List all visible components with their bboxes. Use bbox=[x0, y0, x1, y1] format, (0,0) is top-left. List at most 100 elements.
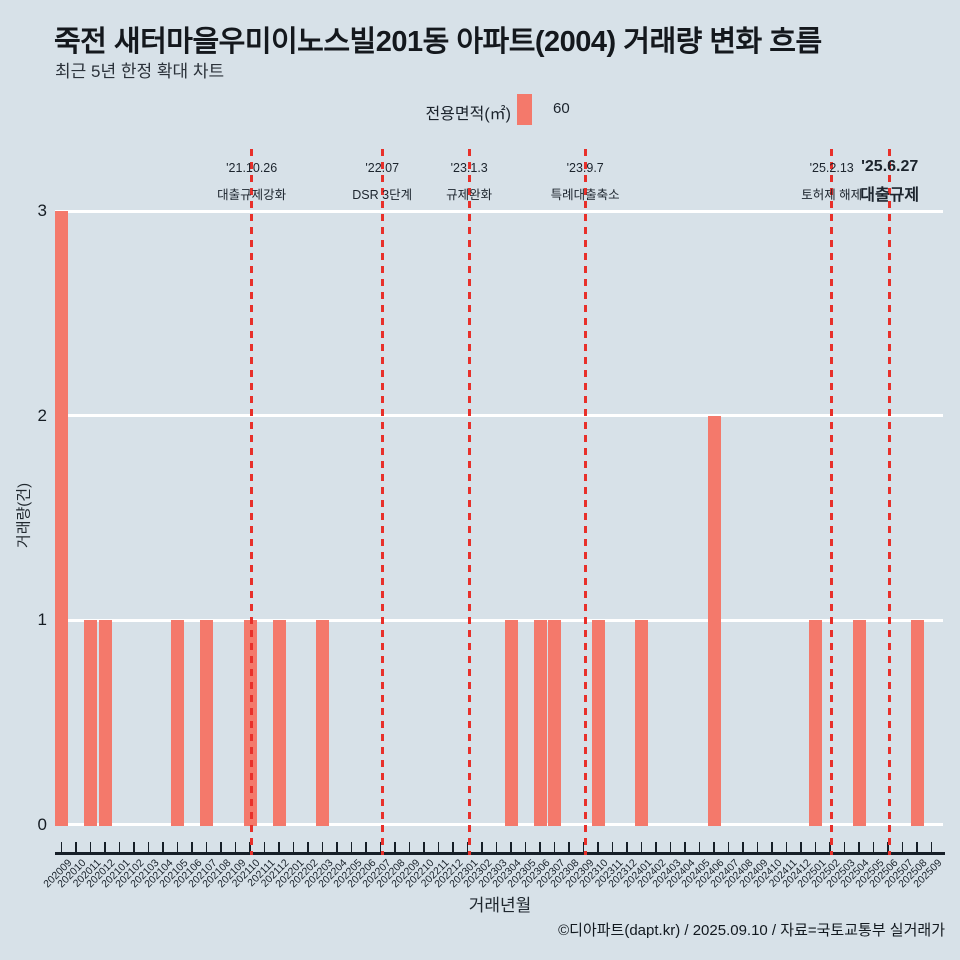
x-tick-202201 bbox=[292, 842, 295, 853]
x-tick-202509 bbox=[930, 842, 933, 853]
x-tick-202303 bbox=[495, 842, 498, 853]
x-tick-202011 bbox=[89, 842, 92, 853]
x-tick-202308 bbox=[568, 842, 570, 853]
x-tick-202108 bbox=[220, 842, 222, 853]
x-tick-202204 bbox=[336, 842, 338, 853]
y-tick-label-1: 1 bbox=[37, 610, 47, 630]
x-tick-202504 bbox=[858, 842, 860, 853]
x-tick-202501 bbox=[814, 842, 817, 853]
x-tick-202012 bbox=[104, 842, 106, 853]
x-tick-202210 bbox=[423, 842, 425, 853]
x-tick-202312 bbox=[626, 842, 628, 853]
bar-202306 bbox=[533, 620, 547, 826]
x-tick-202209 bbox=[408, 842, 411, 853]
x-tick-202205 bbox=[350, 842, 353, 853]
event-label-202506: 대출규제 bbox=[860, 187, 920, 204]
y-tick-label-2: 2 bbox=[37, 405, 47, 425]
x-tick-202104 bbox=[162, 842, 164, 853]
event-label-202502: 토허제 해제 bbox=[801, 188, 863, 202]
x-tick-202202 bbox=[307, 842, 309, 853]
x-tick-202111 bbox=[263, 842, 266, 853]
bar-202501 bbox=[809, 620, 823, 826]
bar-202012 bbox=[98, 620, 112, 826]
x-tick-202311 bbox=[611, 842, 614, 853]
x-tick-202109 bbox=[234, 842, 237, 853]
bar-202009 bbox=[55, 211, 69, 826]
x-tick-202403 bbox=[669, 842, 672, 853]
x-tick-202505 bbox=[872, 842, 875, 853]
event-label-202207: DSR 3단계 bbox=[352, 188, 413, 202]
x-tick-202407 bbox=[727, 842, 730, 853]
x-tick-202212 bbox=[452, 842, 454, 853]
x-tick-202211 bbox=[437, 842, 440, 853]
x-tick-202503 bbox=[843, 842, 846, 853]
event-label-202110: 대출규제강화 bbox=[217, 188, 287, 202]
x-tick-202310 bbox=[597, 842, 599, 853]
x-tick-202409 bbox=[756, 842, 759, 853]
footer-credit: ©디아파트(dapt.kr) / 2025.09.10 / 자료=국토교통부 실… bbox=[558, 922, 945, 939]
x-tick-202405 bbox=[698, 842, 701, 853]
x-tick-202102 bbox=[133, 842, 135, 853]
x-tick-202307 bbox=[553, 842, 556, 853]
event-date-202207: '22.07 bbox=[365, 161, 400, 175]
x-tick-202507 bbox=[901, 842, 904, 853]
bar-202406 bbox=[707, 415, 721, 826]
x-tick-202401 bbox=[640, 842, 643, 853]
x-tick-202304 bbox=[510, 842, 512, 853]
bar-202504 bbox=[852, 620, 866, 826]
page-title: 죽전 새터마을우미이노스빌201동 아파트(2004) 거래량 변화 흐름 bbox=[54, 26, 822, 58]
bar-202107 bbox=[200, 620, 214, 826]
event-line-202309 bbox=[583, 149, 587, 855]
event-date-202301: '23.1.3 bbox=[450, 161, 488, 175]
x-tick-202412 bbox=[800, 842, 802, 853]
event-date-202309: '23.9.7 bbox=[566, 161, 604, 175]
x-tick-202203 bbox=[321, 842, 324, 853]
x-tick-202508 bbox=[916, 842, 918, 853]
bar-202310 bbox=[591, 620, 605, 826]
y-tick-label-3: 3 bbox=[37, 201, 47, 221]
event-date-202502: '25.2.13 bbox=[809, 161, 854, 175]
event-date-202110: '21.10.26 bbox=[226, 161, 278, 175]
x-tick-202112 bbox=[278, 842, 280, 853]
gridline-y2 bbox=[55, 414, 943, 418]
x-tick-202105 bbox=[176, 842, 179, 853]
bar-202307 bbox=[548, 620, 562, 826]
x-axis-line bbox=[55, 852, 945, 855]
x-tick-202106 bbox=[191, 842, 193, 853]
event-line-202502 bbox=[830, 149, 834, 855]
legend-series-name: 60 bbox=[553, 100, 570, 117]
x-tick-202107 bbox=[205, 842, 208, 853]
x-tick-202103 bbox=[147, 842, 150, 853]
y-axis-title: 거래량(건) bbox=[15, 482, 33, 549]
bar-202203 bbox=[316, 620, 330, 826]
page-subtitle: 최근 5년 한정 확대 차트 bbox=[55, 62, 225, 81]
bar-202105 bbox=[171, 620, 185, 826]
x-tick-202305 bbox=[524, 842, 527, 853]
event-line-202110 bbox=[250, 149, 254, 855]
legend-label: 전용면적(㎡) bbox=[425, 106, 511, 123]
y-tick-label-0: 0 bbox=[37, 814, 47, 834]
x-tick-202404 bbox=[684, 842, 686, 853]
x-tick-202010 bbox=[75, 842, 77, 853]
x-tick-202411 bbox=[785, 842, 788, 853]
x-tick-202206 bbox=[365, 842, 367, 853]
event-line-202301 bbox=[467, 149, 471, 855]
x-tick-202208 bbox=[394, 842, 396, 853]
event-line-202207 bbox=[380, 149, 384, 855]
x-tick-202009 bbox=[60, 842, 63, 853]
x-tick-202101 bbox=[118, 842, 121, 853]
event-date-202506: '25.6.27 bbox=[861, 158, 919, 175]
x-tick-202306 bbox=[539, 842, 541, 853]
bar-202304 bbox=[504, 620, 518, 826]
x-tick-202410 bbox=[771, 842, 773, 853]
bar-202508 bbox=[910, 620, 924, 826]
x-tick-202408 bbox=[742, 842, 744, 853]
bar-202401 bbox=[635, 620, 649, 826]
gridline-y0 bbox=[55, 823, 943, 826]
x-axis-title: 거래년월 bbox=[468, 896, 532, 915]
legend-swatch bbox=[517, 94, 532, 125]
x-tick-202302 bbox=[481, 842, 483, 853]
bar-202112 bbox=[272, 620, 286, 826]
x-tick-202402 bbox=[655, 842, 657, 853]
